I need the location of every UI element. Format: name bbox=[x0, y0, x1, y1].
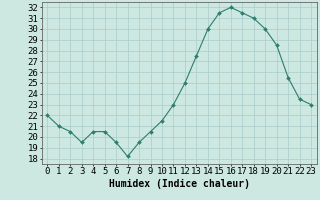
X-axis label: Humidex (Indice chaleur): Humidex (Indice chaleur) bbox=[109, 179, 250, 189]
